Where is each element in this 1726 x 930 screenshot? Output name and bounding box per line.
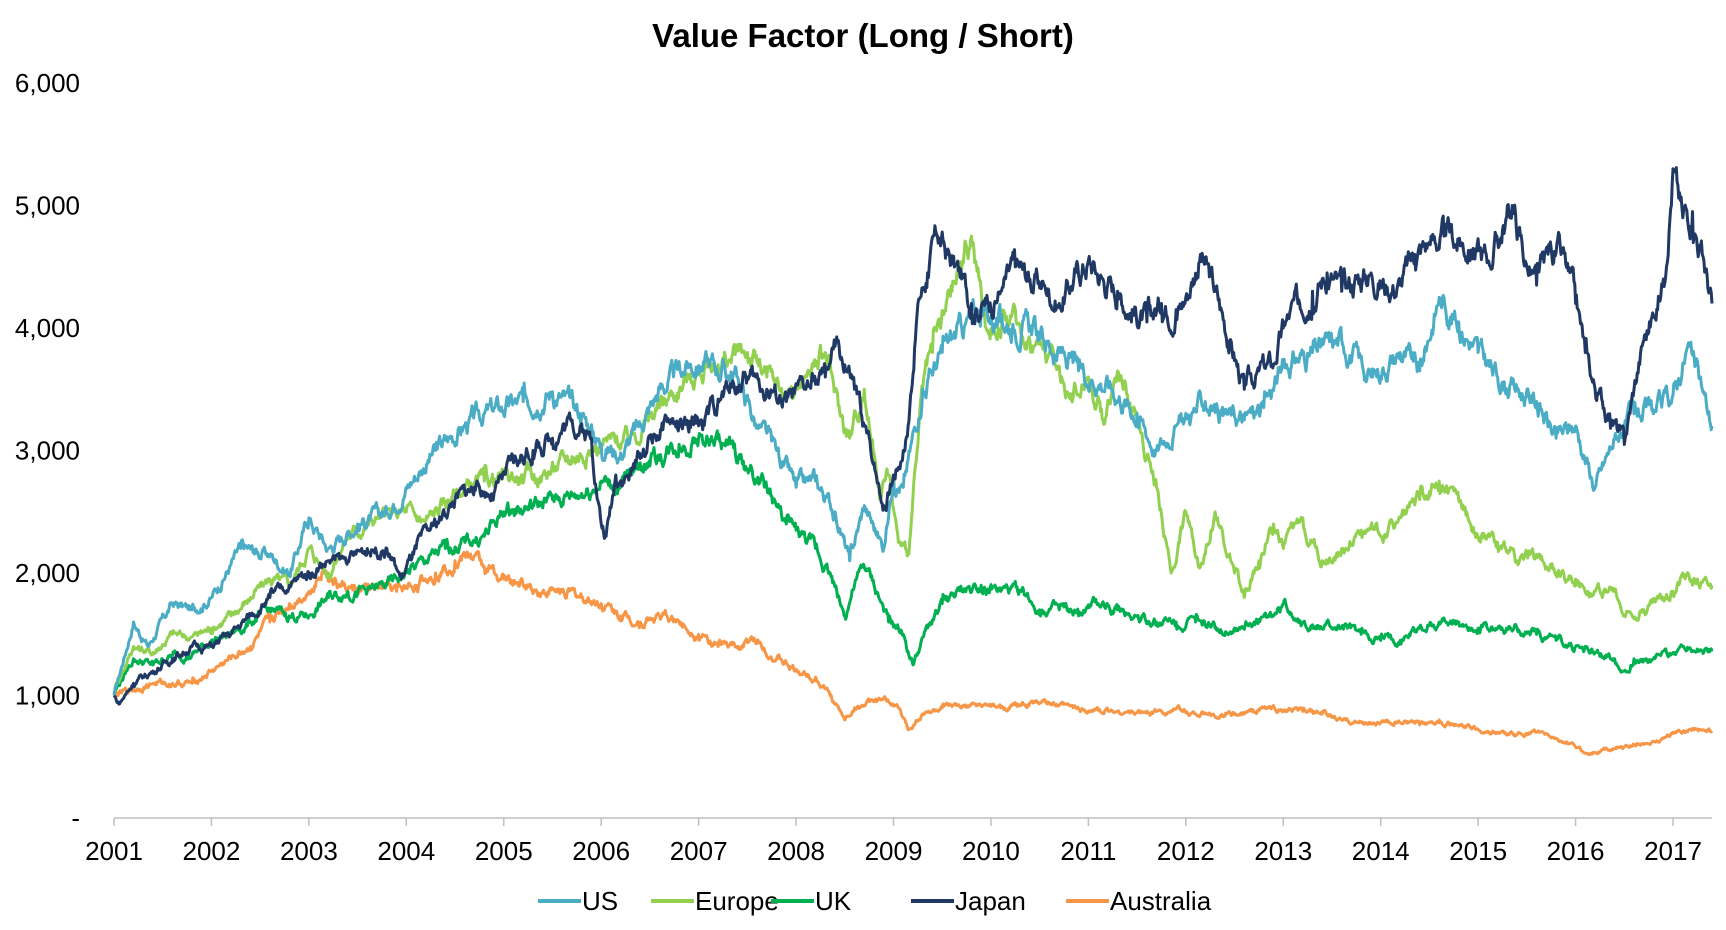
legend-label-uk: UK bbox=[815, 886, 852, 916]
x-tick-label: 2011 bbox=[1060, 836, 1116, 866]
x-tick-label: 2010 bbox=[962, 836, 1020, 866]
y-tick-label: 5,000 bbox=[15, 191, 80, 221]
legend-label-us: US bbox=[582, 886, 618, 916]
series-line-us bbox=[112, 293, 1714, 696]
x-tick-label: 2005 bbox=[475, 836, 533, 866]
x-tick-label: 2013 bbox=[1254, 836, 1312, 866]
legend: US Europe UK Japan Australia bbox=[538, 886, 1212, 916]
series-line-uk bbox=[112, 429, 1714, 695]
x-tick-label: 2014 bbox=[1352, 836, 1410, 866]
y-tick-label: 2,000 bbox=[15, 558, 80, 588]
legend-label-japan: Japan bbox=[955, 886, 1026, 916]
x-tick-label: 2007 bbox=[670, 836, 728, 866]
x-tick-label: 2003 bbox=[280, 836, 338, 866]
series-layer bbox=[112, 166, 1714, 757]
series-line-japan bbox=[112, 166, 1714, 706]
x-tick-label: 2006 bbox=[572, 836, 630, 866]
series-line-australia bbox=[112, 550, 1714, 757]
y-tick-label: 1,000 bbox=[15, 681, 80, 711]
x-tick-label: 2004 bbox=[377, 836, 435, 866]
y-axis: - 1,000 2,000 3,000 4,000 5,000 6,000 bbox=[15, 68, 80, 833]
x-tick-label: 2001 bbox=[85, 836, 143, 866]
x-tick-label: 2012 bbox=[1157, 836, 1215, 866]
x-tick-label: 2015 bbox=[1449, 836, 1507, 866]
x-axis: 2001 2002 2003 2004 2005 2006 2007 2008 2009 2010… bbox=[85, 817, 1712, 866]
x-tick-label: 2017 bbox=[1644, 836, 1702, 866]
series-line-europe bbox=[113, 234, 1714, 691]
x-tick-label: 2009 bbox=[865, 836, 923, 866]
y-tick-label: 4,000 bbox=[15, 313, 80, 343]
x-tick-label: 2008 bbox=[767, 836, 825, 866]
x-tick-label: 2016 bbox=[1547, 836, 1605, 866]
y-tick-label: 3,000 bbox=[15, 436, 80, 466]
chart-title: Value Factor (Long / Short) bbox=[652, 17, 1074, 54]
x-tick-label: 2002 bbox=[183, 836, 241, 866]
y-tick-label: 6,000 bbox=[15, 68, 80, 98]
legend-label-australia: Australia bbox=[1110, 886, 1212, 916]
y-tick-label: - bbox=[71, 803, 80, 833]
legend-label-europe: Europe bbox=[695, 886, 779, 916]
